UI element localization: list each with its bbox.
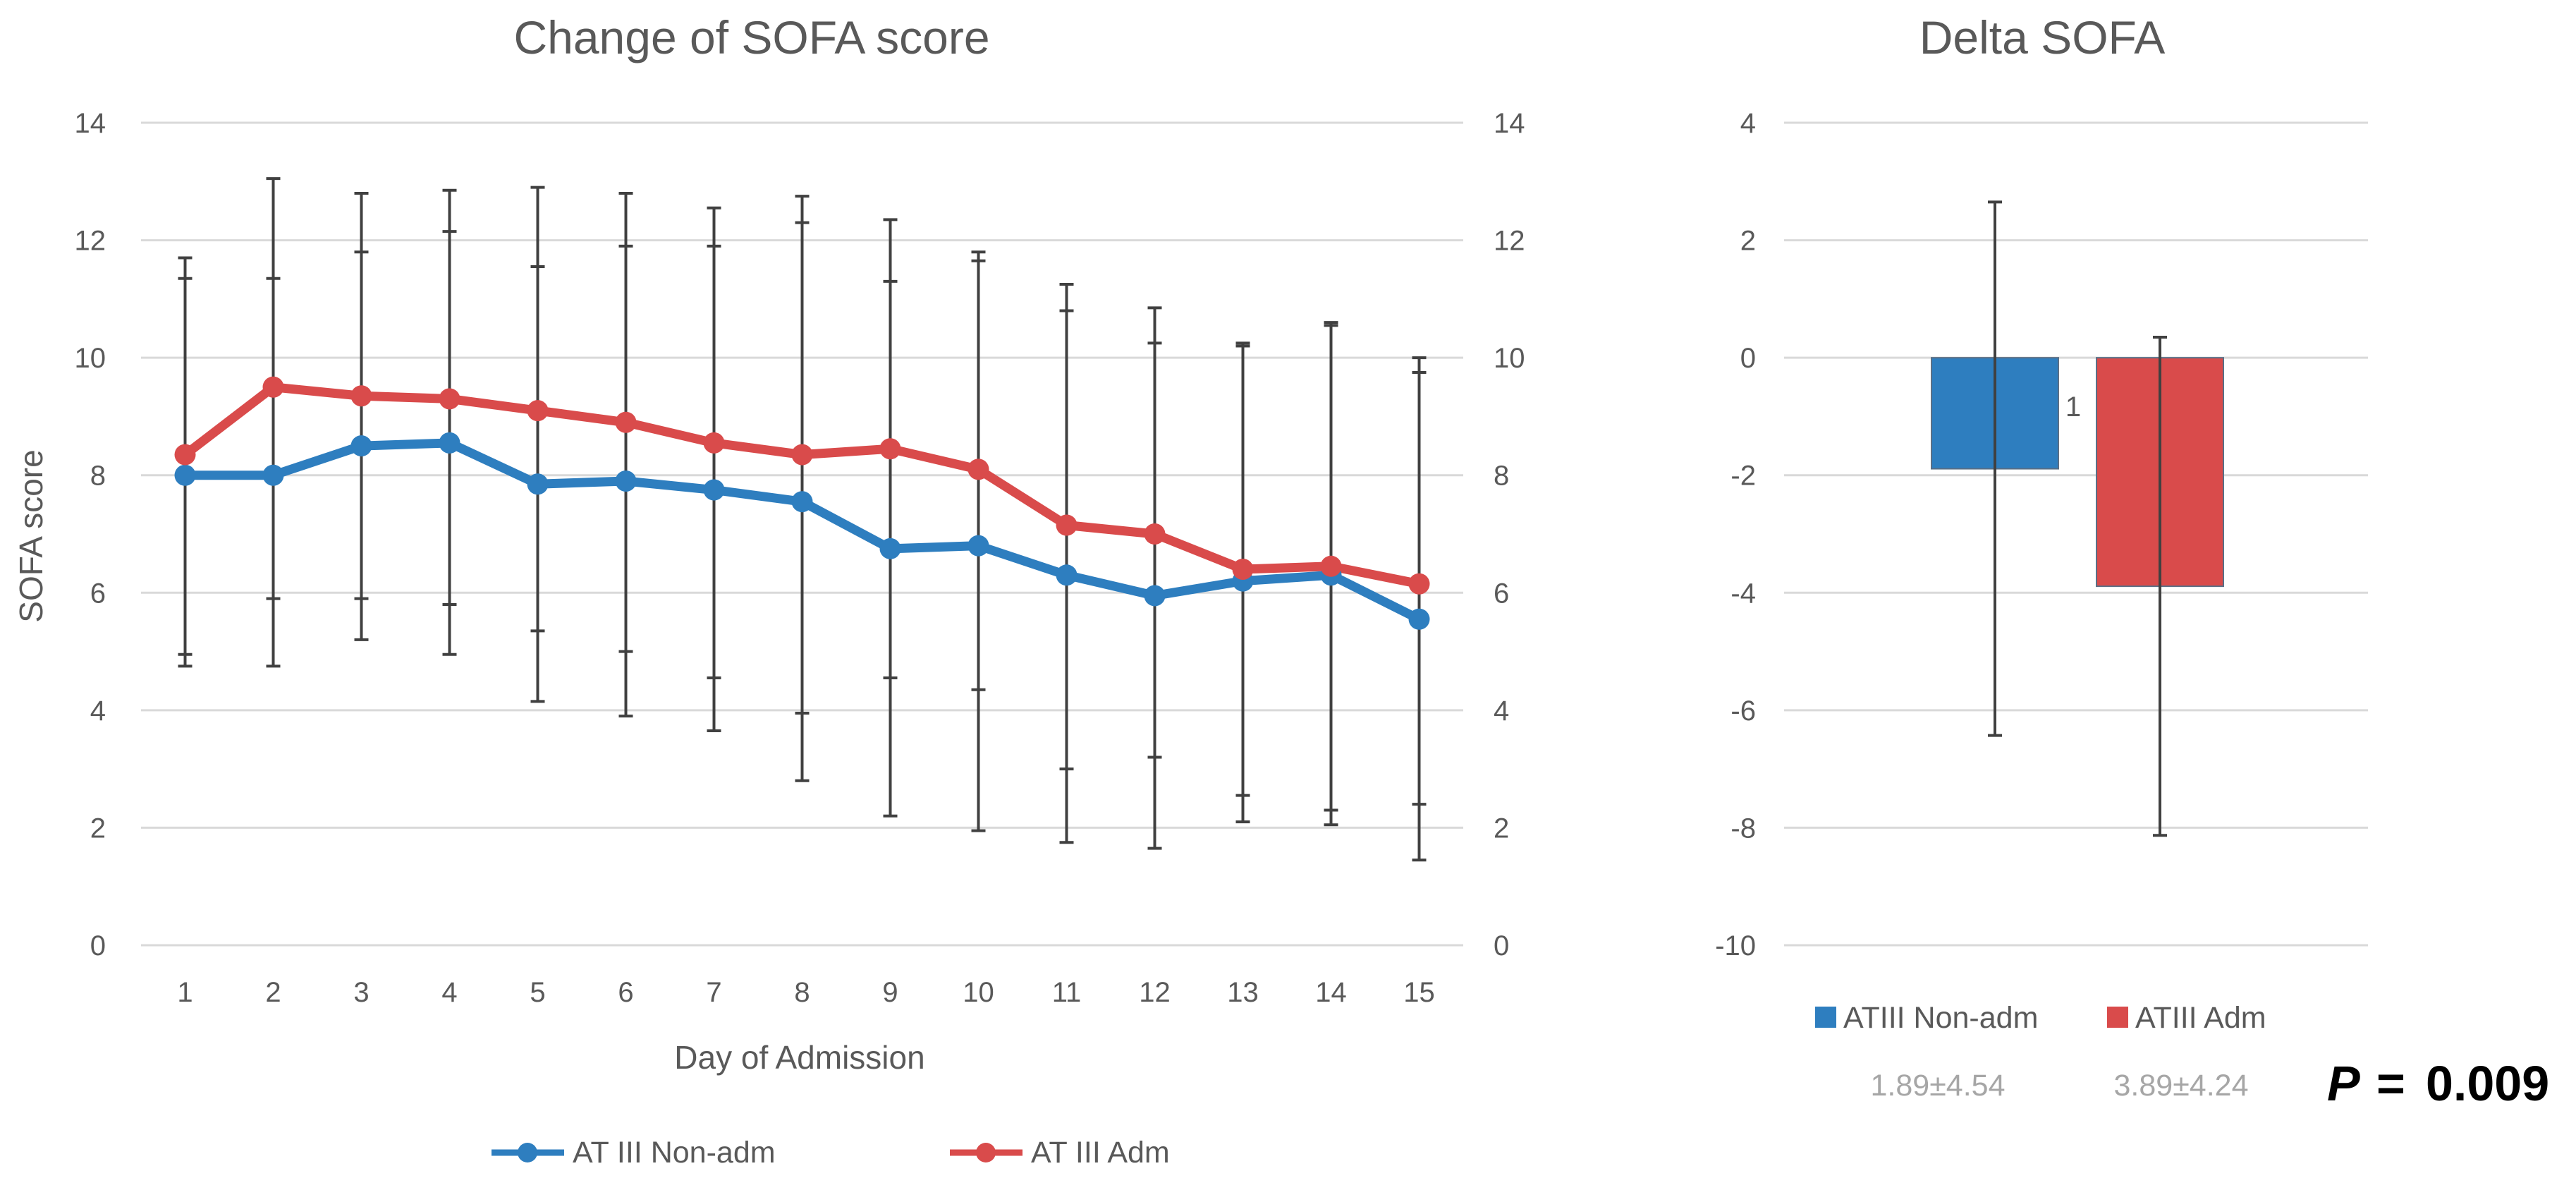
line-chart-points: [174, 376, 1430, 630]
data-point-adm: [879, 438, 901, 460]
y2-tick-label: 14: [1494, 108, 1525, 139]
y2-tick-label: 6: [1494, 578, 1509, 609]
data-point-adm: [1144, 523, 1166, 545]
y-tick-label: 0: [90, 930, 106, 961]
y-tick-label: -6: [1730, 696, 1756, 727]
line-chart-y-axis-right: 0 2 4 6 8 10 12 14: [1494, 108, 1525, 961]
x-tick-label: 13: [1227, 977, 1259, 1008]
data-point-adm: [1408, 573, 1430, 595]
x-tick-label: 2: [265, 977, 281, 1008]
y-tick-label: -4: [1730, 578, 1756, 609]
y2-tick-label: 4: [1494, 696, 1509, 727]
bar-legend-label-adm: ATIII Adm: [2135, 1001, 2266, 1035]
data-point-non-adm: [791, 491, 813, 513]
data-point-non-adm: [1056, 564, 1078, 586]
p-value-number: 0.009: [2426, 1056, 2549, 1111]
data-point-adm: [1056, 514, 1078, 536]
y-tick-label: 2: [1740, 226, 1756, 257]
data-point-non-adm: [1408, 608, 1430, 630]
data-point-adm: [791, 444, 813, 466]
data-point-non-adm: [967, 535, 989, 557]
data-point-non-adm: [703, 479, 725, 501]
p-value: P = 0.009: [2327, 1056, 2549, 1111]
legend-label-adm: AT III Adm: [1031, 1136, 1170, 1170]
data-point-non-adm: [615, 470, 637, 492]
legend-marker-dot-adm: [976, 1143, 996, 1162]
y-tick-label: -10: [1715, 930, 1756, 961]
y-tick-label: 2: [90, 813, 106, 844]
x-tick-label: 15: [1403, 977, 1435, 1008]
y2-tick-label: 10: [1494, 343, 1525, 374]
data-point-non-adm: [527, 473, 549, 495]
x-tick-label: 4: [441, 977, 457, 1008]
y-tick-label: 4: [1740, 108, 1756, 139]
data-point-non-adm: [1144, 585, 1166, 607]
bar-chart: Delta SOFA -10 -8 -6 -4 -2 0 2 4 1 ATIII Non-ad…: [1715, 11, 2368, 1103]
data-point-adm: [527, 400, 549, 422]
stat-adm: 3.89±4.24: [2114, 1069, 2249, 1103]
p-value-equals: =: [2376, 1056, 2405, 1111]
data-point-adm: [439, 388, 460, 410]
x-tick-label: 10: [963, 977, 994, 1008]
data-point-adm: [262, 376, 284, 398]
x-tick-label: 6: [618, 977, 633, 1008]
line-chart-legend: AT III Non-adm AT III Adm: [492, 1136, 1170, 1170]
data-point-non-adm: [879, 538, 901, 559]
x-tick-label: 9: [882, 977, 898, 1008]
data-point-non-adm: [262, 464, 284, 486]
y2-tick-label: 12: [1494, 226, 1525, 257]
line-chart-ylabel: SOFA score: [13, 449, 49, 622]
line-chart-y-axis-left: 0 2 4 6 8 10 12 14: [75, 108, 106, 961]
x-tick-label: 3: [353, 977, 369, 1008]
data-point-adm: [615, 411, 637, 433]
x-tick-label: 1: [177, 977, 193, 1008]
x-tick-label: 7: [706, 977, 721, 1008]
y2-tick-label: 2: [1494, 813, 1509, 844]
bar-chart-y-axis: -10 -8 -6 -4 -2 0 2 4: [1715, 108, 1756, 961]
y-tick-label: 4: [90, 696, 106, 727]
y-tick-label: 0: [1740, 343, 1756, 374]
line-chart-error-bars: [178, 177, 1427, 862]
p-value-label: P: [2327, 1056, 2360, 1111]
legend-label-non-adm: AT III Non-adm: [573, 1136, 776, 1170]
data-point-non-adm: [174, 464, 196, 486]
y-tick-label: -2: [1730, 461, 1756, 492]
line-chart-title: Change of SOFA score: [513, 11, 989, 63]
x-tick-label: 8: [794, 977, 810, 1008]
y-tick-label: 10: [75, 343, 106, 374]
y-tick-label: 14: [75, 108, 106, 139]
data-point-non-adm: [350, 435, 372, 457]
legend-marker-dot-non-adm: [518, 1143, 537, 1162]
x-tick-label: 5: [530, 977, 545, 1008]
y-tick-label: 8: [90, 461, 106, 492]
y2-tick-label: 8: [1494, 461, 1509, 492]
stat-non-adm: 1.89±4.54: [1871, 1069, 2006, 1103]
line-chart-xlabel: Day of Admission: [674, 1039, 924, 1076]
y-tick-label: 6: [90, 578, 106, 609]
bar-chart-gridlines: [1784, 121, 2368, 947]
legend-swatch-non-adm: [1815, 1007, 1836, 1028]
data-point-adm: [703, 432, 725, 454]
bar-chart-title: Delta SOFA: [1919, 11, 2165, 63]
y2-tick-label: 0: [1494, 930, 1509, 961]
x-tick-label: 11: [1052, 977, 1082, 1008]
legend-swatch-adm: [2107, 1007, 2128, 1028]
bar-annotation: 1: [2065, 391, 2081, 423]
data-point-adm: [1232, 558, 1254, 580]
y-tick-label: 12: [75, 226, 106, 257]
data-point-non-adm: [439, 432, 460, 454]
bar-chart-error-bars: [1988, 200, 2167, 837]
data-point-adm: [174, 444, 196, 466]
data-point-adm: [1320, 555, 1342, 577]
bar-legend-label-non-adm: ATIII Non-adm: [1843, 1001, 2038, 1035]
y-tick-label: -8: [1730, 813, 1756, 844]
data-point-adm: [350, 385, 372, 407]
x-tick-label: 12: [1139, 977, 1171, 1008]
line-chart-x-axis: 1 2 3 4 5 6 7 8 9 10 11 12 13 14 15: [177, 977, 1434, 1008]
bar-chart-legend: ATIII Non-adm ATIII Adm: [1815, 1001, 2266, 1035]
x-tick-label: 14: [1315, 977, 1347, 1008]
data-point-adm: [967, 459, 989, 480]
